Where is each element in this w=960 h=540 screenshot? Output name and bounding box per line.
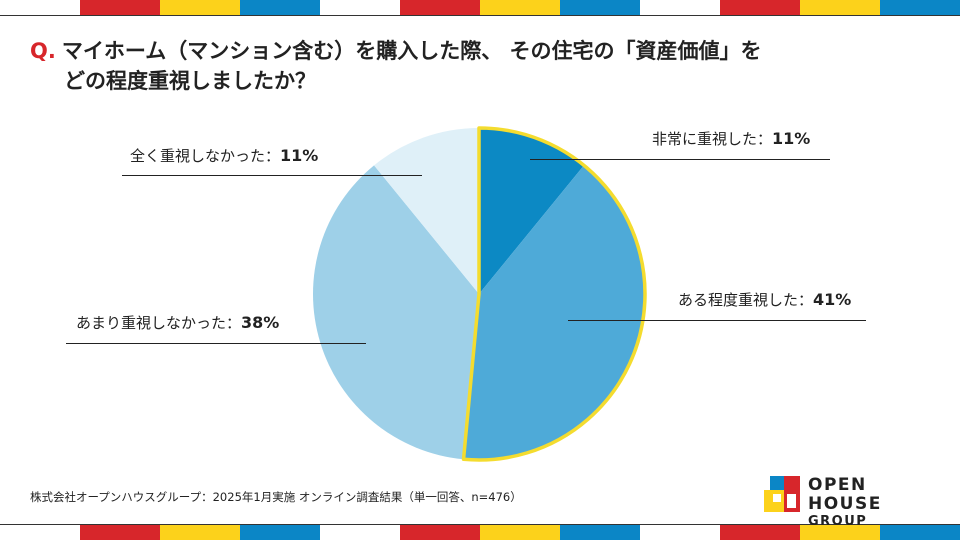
- leader-line-somewhat-important: [568, 320, 866, 321]
- slice-label-very-important: 非常に重視した：11%: [652, 128, 810, 149]
- slice-label-not-very-important: あまり重視しなかった：38%: [76, 312, 279, 333]
- logo-mark-icon: [764, 476, 800, 512]
- leader-line-not-at-all-important: [122, 175, 422, 176]
- logo-text-line-2: GROUP: [808, 514, 944, 529]
- logo-text-line-1: OPEN HOUSE: [808, 476, 944, 514]
- source-note: 株式会社オープンハウスグループ：2025年1月実施 オンライン調査結果（単一回答…: [30, 489, 522, 505]
- slice-label-somewhat-important: ある程度重視した：41%: [678, 289, 851, 310]
- company-logo: OPEN HOUSE GROUP: [764, 474, 944, 514]
- leader-line-very-important: [530, 159, 830, 160]
- slice-label-not-at-all-important: 全く重視しなかった：11%: [130, 145, 318, 166]
- leader-line-not-very-important: [66, 343, 366, 344]
